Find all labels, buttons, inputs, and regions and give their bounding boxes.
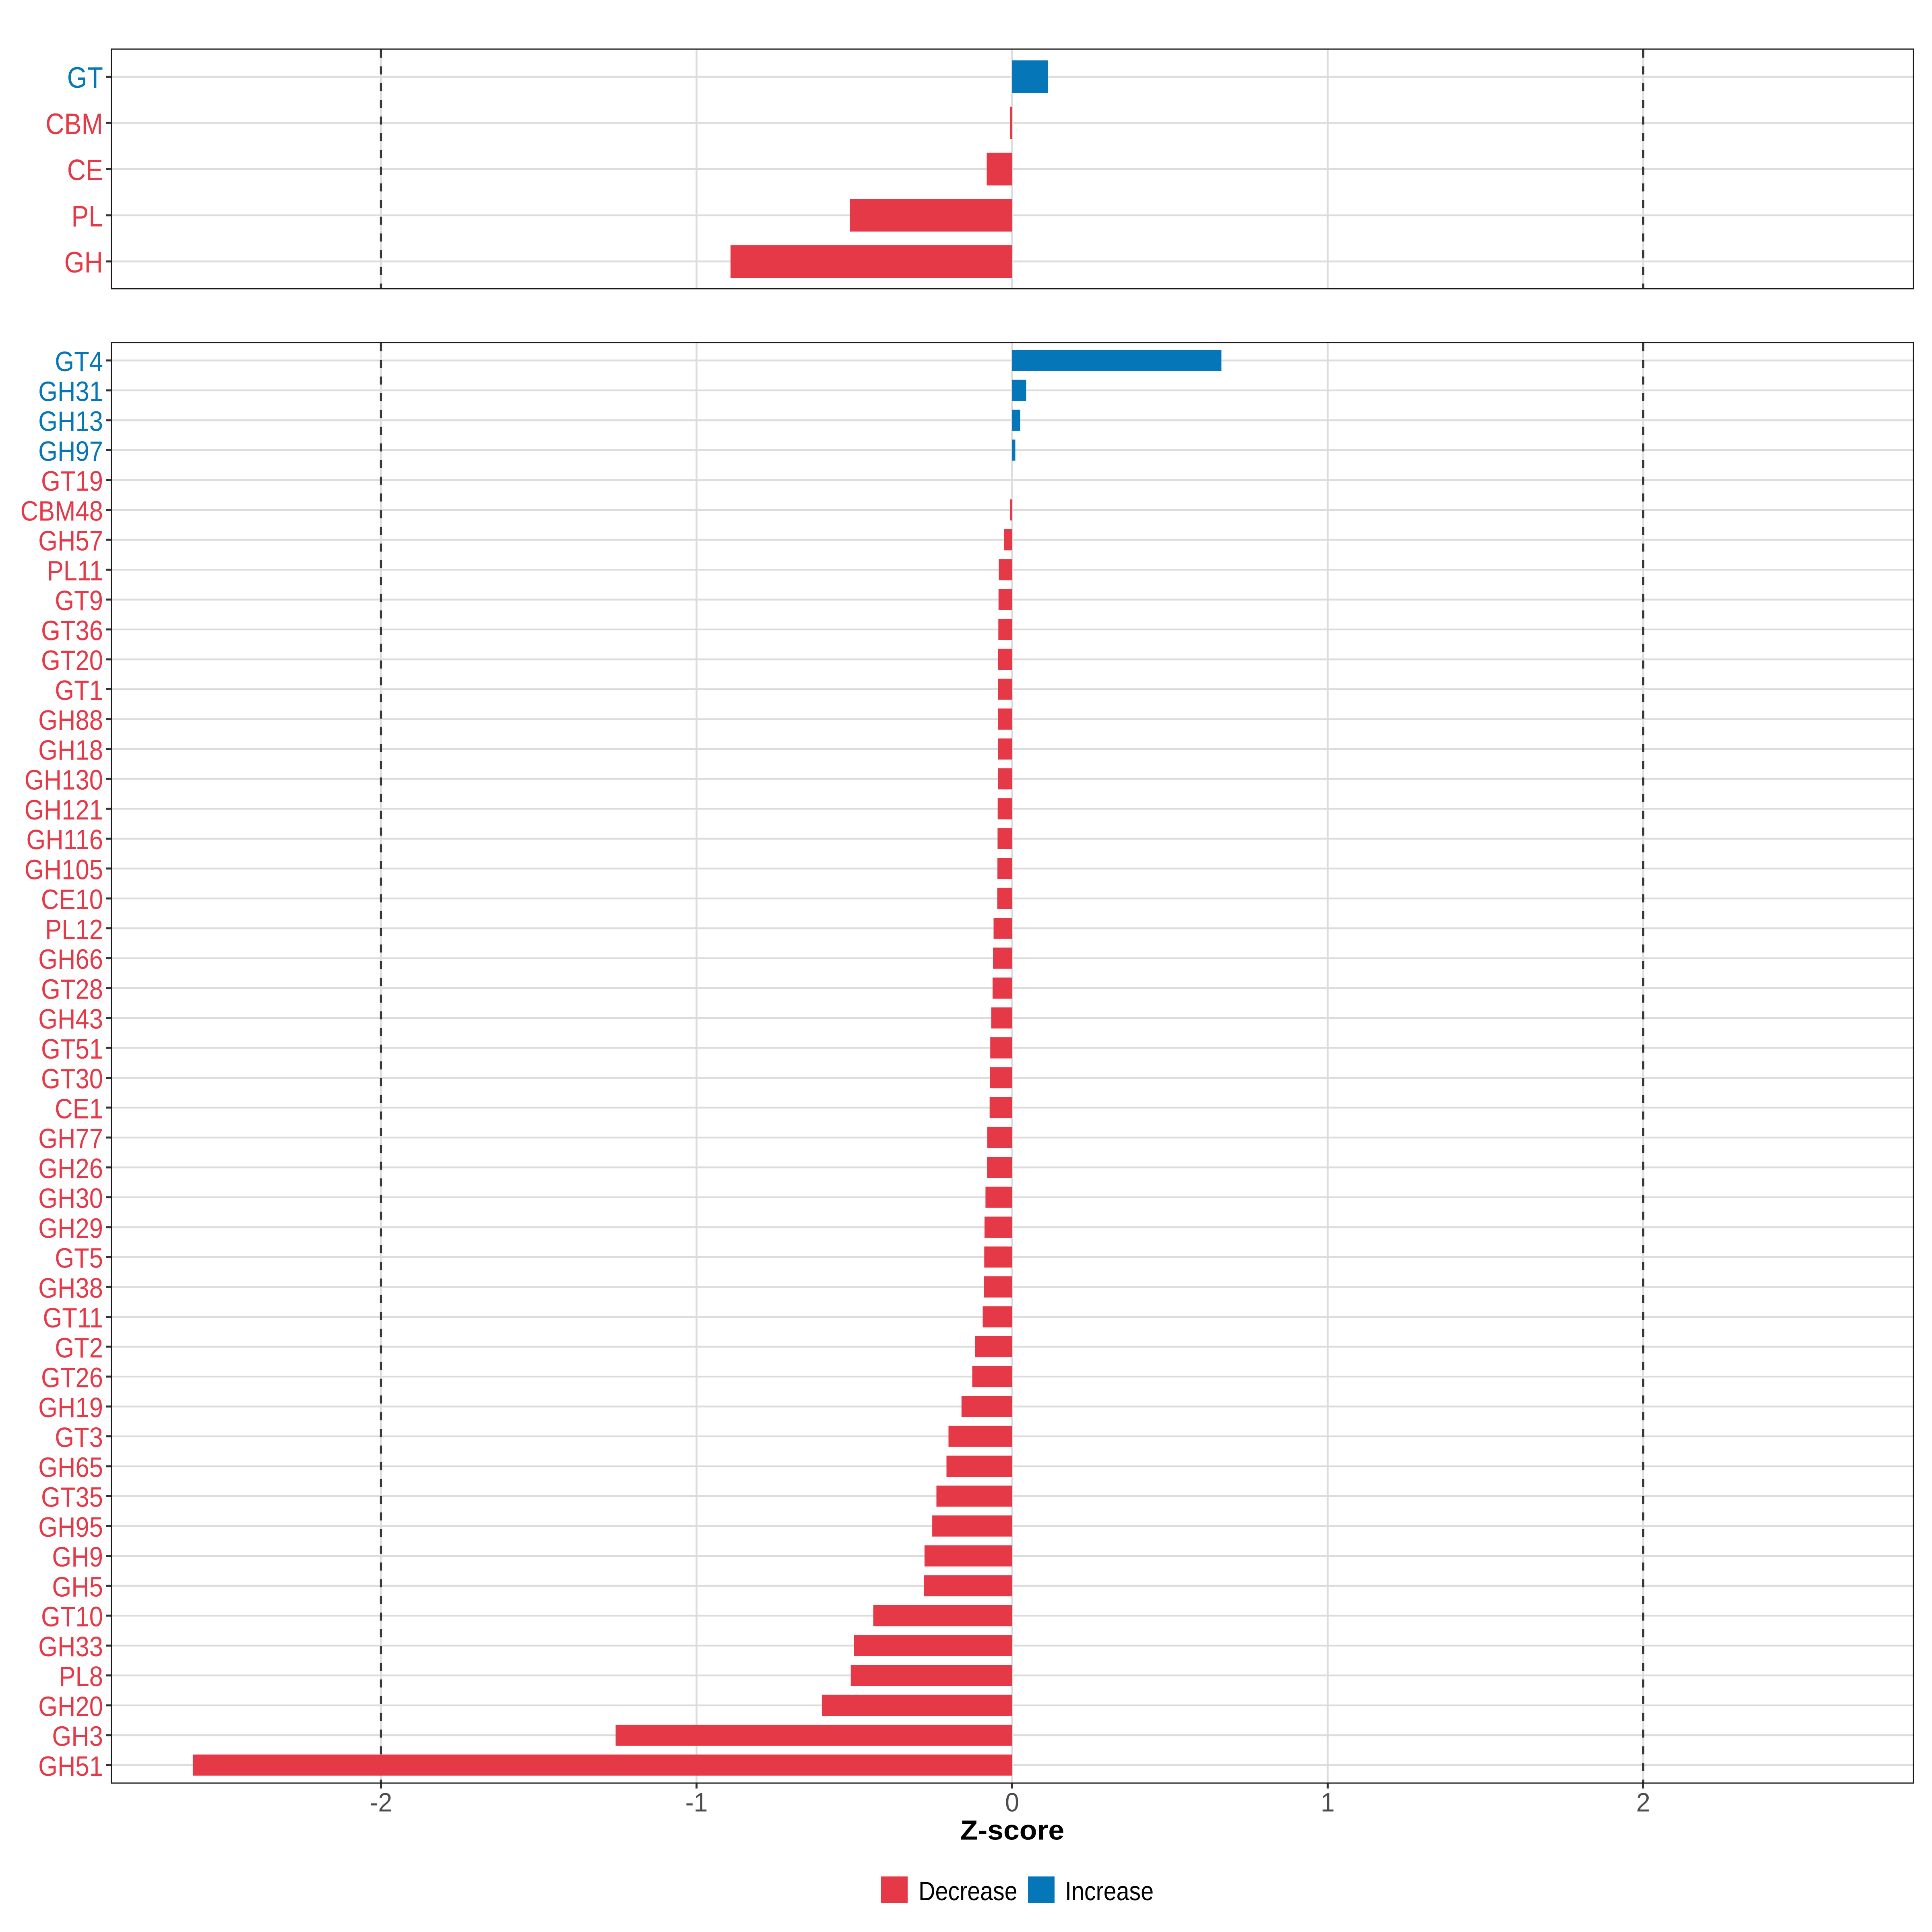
svg-text:GT51: GT51	[41, 1033, 103, 1065]
svg-text:PL: PL	[71, 200, 103, 233]
svg-text:GT36: GT36	[41, 615, 103, 646]
svg-text:GH13: GH13	[38, 405, 103, 437]
svg-text:GT9: GT9	[55, 584, 103, 616]
svg-text:GT20: GT20	[41, 644, 103, 676]
svg-text:GH97: GH97	[38, 435, 103, 467]
svg-text:GH121: GH121	[25, 794, 103, 826]
svg-text:GT3: GT3	[55, 1421, 103, 1453]
svg-text:GT1: GT1	[55, 674, 103, 706]
svg-text:GH18: GH18	[38, 734, 103, 766]
svg-text:Increase: Increase	[1065, 1876, 1154, 1906]
svg-text:GT28: GT28	[41, 973, 103, 1005]
svg-text:GT10: GT10	[41, 1601, 103, 1633]
svg-text:GH95: GH95	[38, 1511, 103, 1543]
svg-text:GH65: GH65	[38, 1451, 103, 1483]
svg-text:GT11: GT11	[43, 1302, 103, 1333]
svg-text:GH105: GH105	[25, 854, 103, 886]
svg-text:GT5: GT5	[55, 1242, 103, 1274]
svg-text:GH29: GH29	[38, 1212, 103, 1244]
svg-text:GH26: GH26	[38, 1152, 103, 1184]
svg-text:GH88: GH88	[38, 704, 103, 736]
svg-text:Z-score: Z-score	[960, 1815, 1065, 1845]
svg-text:GH116: GH116	[26, 824, 103, 855]
svg-text:PL12: PL12	[45, 913, 103, 945]
svg-text:CE: CE	[67, 154, 103, 187]
svg-text:GH30: GH30	[38, 1182, 103, 1214]
svg-text:GH5: GH5	[52, 1571, 103, 1603]
svg-text:CE10: CE10	[41, 883, 103, 915]
svg-text:GH130: GH130	[25, 764, 103, 796]
svg-text:-1: -1	[685, 1788, 708, 1817]
svg-text:GT2: GT2	[55, 1332, 103, 1364]
svg-text:GT30: GT30	[41, 1063, 103, 1094]
svg-text:-2: -2	[370, 1788, 392, 1817]
svg-text:GH31: GH31	[38, 376, 103, 407]
svg-text:2: 2	[1636, 1788, 1650, 1817]
svg-text:GH19: GH19	[38, 1391, 103, 1423]
svg-text:GH38: GH38	[38, 1272, 103, 1304]
svg-text:GH43: GH43	[38, 1003, 103, 1035]
svg-text:GT26: GT26	[41, 1362, 103, 1393]
svg-text:GT19: GT19	[41, 465, 103, 497]
svg-text:PL11: PL11	[47, 555, 103, 586]
svg-text:Decrease: Decrease	[919, 1876, 1018, 1906]
svg-text:GH: GH	[64, 246, 103, 279]
svg-text:GH9: GH9	[52, 1541, 103, 1573]
svg-text:GH77: GH77	[38, 1123, 103, 1154]
svg-text:GH57: GH57	[38, 525, 103, 557]
svg-text:GH66: GH66	[38, 943, 103, 975]
svg-text:GT35: GT35	[41, 1481, 103, 1513]
svg-text:GH3: GH3	[52, 1720, 103, 1752]
svg-text:CE1: CE1	[55, 1093, 103, 1125]
svg-text:GT: GT	[67, 61, 103, 94]
svg-text:GH33: GH33	[38, 1631, 103, 1662]
svg-text:PL8: PL8	[59, 1661, 103, 1693]
svg-text:CBM48: CBM48	[21, 495, 103, 527]
svg-text:GH20: GH20	[38, 1690, 103, 1722]
svg-text:CBM: CBM	[45, 107, 103, 140]
svg-text:1: 1	[1321, 1788, 1335, 1817]
svg-text:0: 0	[1005, 1788, 1019, 1817]
svg-text:GT4: GT4	[55, 345, 103, 377]
svg-text:GH51: GH51	[38, 1750, 103, 1782]
